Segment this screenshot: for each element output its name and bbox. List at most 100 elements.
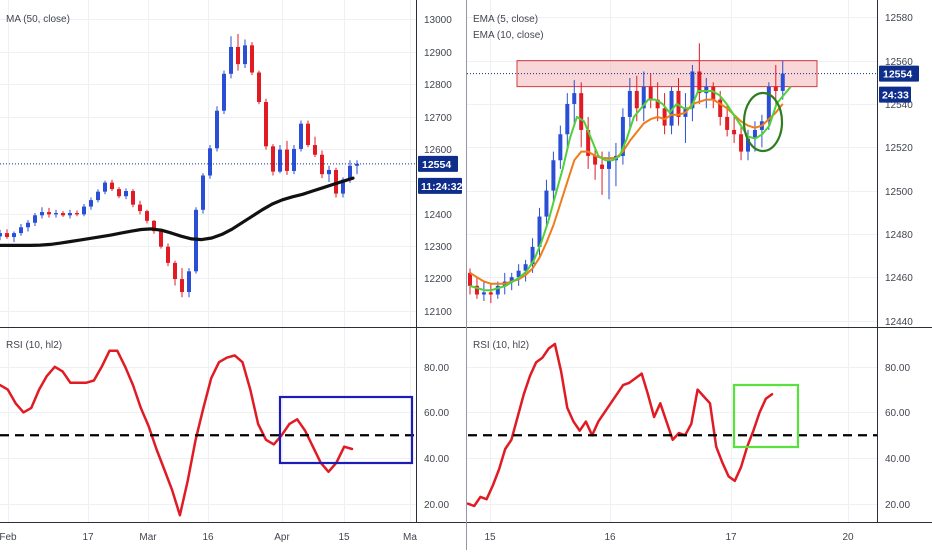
right-rsi-legend[interactable]: RSI (10, hl2)	[473, 340, 529, 351]
left-countdown-badge: 11:24:32	[418, 177, 463, 194]
left-price-y-tick: 12300	[424, 242, 452, 253]
left-candle-body	[187, 271, 191, 293]
right-rsi-annotation-box	[732, 383, 800, 449]
right-candle-body	[530, 246, 535, 265]
left-price-y-tick: 13000	[424, 15, 452, 26]
left-rsi-y-tick: 40.00	[424, 454, 449, 465]
left-x-tick: 16	[202, 532, 214, 543]
left-candle-body	[299, 123, 303, 149]
right-candle-body	[739, 134, 744, 152]
left-x-tick: Apr	[274, 532, 290, 543]
left-candle-body	[334, 169, 338, 194]
moving-average-line	[0, 176, 355, 247]
left-candle-body	[54, 213, 58, 215]
left-rsi-y-tick: 60.00	[424, 408, 449, 419]
left-price-y-tick: 12700	[424, 113, 452, 124]
right-price-y-tick: 12580	[885, 13, 913, 24]
right-candle-body	[718, 99, 723, 117]
left-candle-body	[236, 46, 240, 65]
right-candle-body	[537, 216, 542, 247]
left-candle-body	[355, 163, 359, 166]
left-candle-body	[40, 212, 44, 216]
left-candle-body	[271, 146, 275, 172]
right-rsi-y-tick: 80.00	[885, 363, 910, 374]
left-candle-body	[131, 191, 135, 205]
right-candle-body	[697, 71, 702, 94]
right-ema10-legend[interactable]: EMA (10, close)	[473, 30, 544, 41]
left-rsi-line	[0, 349, 354, 517]
right-candle-body	[509, 277, 514, 282]
left-candle-body	[250, 45, 254, 73]
left-candle-body	[138, 204, 142, 212]
left-ma-legend[interactable]: MA (50, close)	[6, 14, 70, 25]
right-candle-body	[766, 86, 771, 122]
right-x-tick: 17	[725, 532, 737, 543]
right-candle-body	[600, 164, 605, 169]
left-candle-body	[145, 211, 149, 221]
left-candle-body	[243, 45, 247, 65]
right-last-price-badge: 12554	[879, 65, 919, 82]
left-last-price-badge: 12554	[418, 155, 458, 172]
right-x-tick: 15	[484, 532, 496, 543]
left-candle-body	[201, 175, 205, 210]
right-rsi-line	[466, 342, 774, 508]
right-x-tick: 20	[842, 532, 854, 543]
right-candle-body	[641, 86, 646, 109]
left-candle-body	[222, 73, 226, 111]
left-candle-body	[229, 46, 233, 74]
right-price-y-tick: 12520	[885, 143, 913, 154]
left-candle-body	[110, 182, 114, 190]
right-candle-body	[732, 129, 737, 135]
right-price-y-tick: 12500	[885, 187, 913, 198]
right-candle-body	[655, 99, 660, 109]
left-price-candles	[0, 33, 359, 298]
right-rsi-y-tick: 20.00	[885, 500, 910, 511]
left-candle-body	[5, 233, 9, 237]
right-candle-body	[579, 93, 584, 130]
right-ema5-legend[interactable]: EMA (5, close)	[473, 14, 538, 25]
right-candle-body	[669, 90, 674, 126]
left-candle-body	[124, 191, 128, 197]
right-candle-body	[648, 86, 653, 100]
right-candle-body	[752, 129, 757, 139]
resistance-zone	[516, 60, 818, 88]
left-candle-body	[96, 191, 100, 201]
right-candle-body	[572, 93, 577, 104]
right-candle-body	[634, 90, 639, 109]
left-candle-body	[33, 215, 37, 223]
left-rsi-y-tick: 20.00	[424, 500, 449, 511]
left-x-tick: Feb	[0, 532, 17, 543]
right-candle-body	[746, 138, 750, 152]
left-candle-body	[26, 222, 30, 228]
right-candle-body	[704, 86, 709, 94]
right-candle-body	[565, 103, 570, 135]
left-candle-body	[173, 262, 177, 280]
left-candle-body	[348, 165, 352, 180]
left-candle-body	[327, 169, 331, 175]
left-candle-body	[215, 110, 219, 149]
left-x-tick: 15	[338, 532, 350, 543]
right-candle-body	[474, 285, 479, 295]
left-rsi-legend[interactable]: RSI (10, hl2)	[6, 340, 62, 351]
right-price-y-tick: 12460	[885, 273, 913, 284]
left-price-y-tick: 12900	[424, 48, 452, 59]
left-candle-body	[61, 213, 65, 216]
right-candle-body	[773, 86, 778, 91]
right-countdown: 24:33	[882, 90, 909, 102]
left-candle-body	[320, 154, 324, 175]
left-candle-body	[117, 189, 121, 197]
left-candle-body	[68, 213, 72, 216]
right-candle-body	[711, 86, 716, 100]
right-candle-body	[481, 292, 486, 295]
left-price-y-tick: 12800	[424, 80, 452, 91]
left-rsi-annotation-box	[278, 395, 414, 465]
right-candle-body	[558, 134, 563, 161]
right-candle-body	[593, 155, 598, 165]
right-price-y-tick: 12480	[885, 230, 913, 241]
left-countdown: 11:24:32	[421, 181, 463, 193]
left-candle-body	[264, 101, 268, 147]
left-candle-body	[103, 182, 107, 192]
right-candle-body	[662, 108, 667, 126]
left-candle-body	[152, 220, 156, 232]
